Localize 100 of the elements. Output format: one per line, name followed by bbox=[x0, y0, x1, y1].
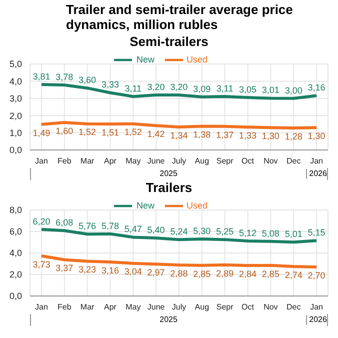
x-tick-label: Apr bbox=[104, 156, 117, 166]
data-label: 5,01 bbox=[284, 229, 302, 240]
x-tick-label: Jan bbox=[310, 302, 323, 312]
data-label: 2,89 bbox=[216, 268, 234, 278]
y-tick-label: 4,0 bbox=[9, 248, 22, 258]
data-label: 1,38 bbox=[193, 130, 211, 140]
text: 2026 bbox=[306, 315, 329, 325]
data-label: 1,28 bbox=[284, 131, 302, 142]
data-label: 5,08 bbox=[262, 228, 280, 238]
data-label: 2,74 bbox=[284, 270, 302, 280]
data-label: 3,00 bbox=[284, 85, 302, 96]
data-label: 5,30 bbox=[193, 226, 211, 236]
y-tick-label: 8,0 bbox=[9, 205, 22, 216]
x-tick-label: May bbox=[126, 302, 141, 312]
data-label: 1,37 bbox=[216, 130, 234, 140]
x-tick-label: Oct bbox=[242, 156, 255, 166]
legend-label: New bbox=[136, 54, 154, 64]
chart-title: Trailer and semi-trailer average price dynamics, million rubles bbox=[65, 2, 294, 34]
data-label: 3,16 bbox=[308, 82, 326, 93]
x-tick-label: July bbox=[172, 302, 186, 312]
data-label: 3,05 bbox=[239, 84, 257, 95]
x-tick-label: Feb bbox=[57, 156, 72, 166]
x-tick-label: Mar bbox=[80, 302, 95, 312]
data-label: 2,84 bbox=[239, 268, 257, 279]
data-label: 6,20 bbox=[32, 216, 50, 226]
x-tick-label: Nov bbox=[264, 302, 278, 312]
y-tick-label: 1,0 bbox=[9, 128, 22, 138]
data-label: 1,60 bbox=[56, 126, 74, 136]
data-label: 2,85 bbox=[193, 268, 211, 279]
data-label: 2,88 bbox=[170, 268, 188, 278]
data-label: 5,78 bbox=[101, 220, 119, 231]
legend-label: Used bbox=[186, 200, 208, 210]
text: 2025 bbox=[158, 315, 178, 325]
data-label: 5,24 bbox=[170, 226, 188, 237]
data-label: 1,30 bbox=[308, 131, 326, 142]
chart-subtitle: Semi-trailers bbox=[128, 34, 210, 49]
y-tick-label: 5,0 bbox=[9, 59, 22, 70]
data-label: 2,85 bbox=[262, 268, 280, 279]
data-label: 5,15 bbox=[308, 228, 326, 238]
x-tick-label: Sepr bbox=[216, 302, 234, 312]
x-tick-label: July bbox=[172, 156, 186, 166]
data-label: 1,33 bbox=[239, 130, 257, 141]
data-label: 5,40 bbox=[147, 224, 165, 235]
data-label: 3,33 bbox=[101, 80, 119, 90]
data-label: 3,01 bbox=[262, 85, 280, 96]
data-label: 3,23 bbox=[78, 264, 96, 275]
data-label: 3,11 bbox=[216, 84, 234, 94]
data-label: 3,37 bbox=[56, 263, 74, 274]
x-tick-label: Sepr bbox=[216, 156, 234, 166]
y-tick-label: 2,0 bbox=[9, 110, 22, 121]
data-label: 3,20 bbox=[147, 82, 165, 92]
x-tick-label: June bbox=[147, 156, 166, 166]
data-label: 1,52 bbox=[124, 127, 142, 138]
legend-label: New bbox=[136, 200, 154, 210]
data-label: 3,78 bbox=[56, 72, 74, 82]
text: 2026 bbox=[306, 169, 329, 179]
data-label: 3,60 bbox=[78, 75, 96, 86]
data-label: 5,47 bbox=[124, 224, 142, 234]
x-tick-label: Apr bbox=[104, 302, 117, 312]
y-tick-label: 0,0 bbox=[9, 291, 22, 302]
data-label: 2,70 bbox=[308, 270, 326, 280]
x-tick-label: Jan bbox=[35, 302, 48, 312]
text: 2025 bbox=[158, 169, 178, 179]
x-tick-label: May bbox=[126, 156, 141, 166]
x-tick-label: Jan bbox=[35, 156, 48, 166]
data-label: 6,08 bbox=[56, 218, 74, 228]
data-label: 3,81 bbox=[32, 71, 50, 82]
data-label: 3,04 bbox=[124, 266, 142, 277]
data-label: 1,34 bbox=[170, 130, 188, 140]
chart-title: Trailers bbox=[144, 180, 194, 195]
data-label: 1,51 bbox=[101, 127, 119, 138]
x-tick-label: Jan bbox=[310, 156, 323, 166]
x-tick-label: Mar bbox=[80, 156, 95, 166]
x-tick-label: Feb bbox=[57, 302, 72, 312]
data-label: 2,97 bbox=[147, 267, 165, 278]
data-label: 3,09 bbox=[193, 84, 211, 94]
y-tick-label: 4,0 bbox=[9, 76, 22, 86]
data-label: 3,16 bbox=[101, 265, 119, 276]
x-tick-label: Oct bbox=[242, 302, 255, 312]
data-label: 3,11 bbox=[124, 84, 142, 94]
y-tick-label: 6,0 bbox=[9, 226, 22, 237]
data-label: 1,52 bbox=[78, 127, 96, 138]
data-label: 3,20 bbox=[170, 82, 188, 92]
x-tick-label: Dec bbox=[286, 302, 301, 312]
x-tick-label: Dec bbox=[286, 156, 301, 166]
data-label: 5,25 bbox=[216, 226, 234, 237]
data-label: 5,76 bbox=[78, 221, 96, 232]
x-tick-label: Aug bbox=[194, 302, 210, 312]
data-label: 3,73 bbox=[32, 259, 50, 270]
y-tick-label: 3,0 bbox=[9, 94, 22, 104]
data-label: 1,42 bbox=[147, 128, 165, 139]
x-tick-label: Aug bbox=[194, 156, 210, 166]
data-label: 5,12 bbox=[239, 228, 257, 238]
legend-label: Used bbox=[186, 54, 208, 64]
y-tick-label: 0,0 bbox=[9, 145, 22, 156]
x-tick-label: June bbox=[147, 302, 166, 312]
y-tick-label: 2,0 bbox=[9, 270, 22, 280]
data-label: 1,49 bbox=[32, 128, 50, 138]
x-tick-label: Nov bbox=[264, 156, 278, 166]
data-label: 1,30 bbox=[262, 131, 280, 142]
